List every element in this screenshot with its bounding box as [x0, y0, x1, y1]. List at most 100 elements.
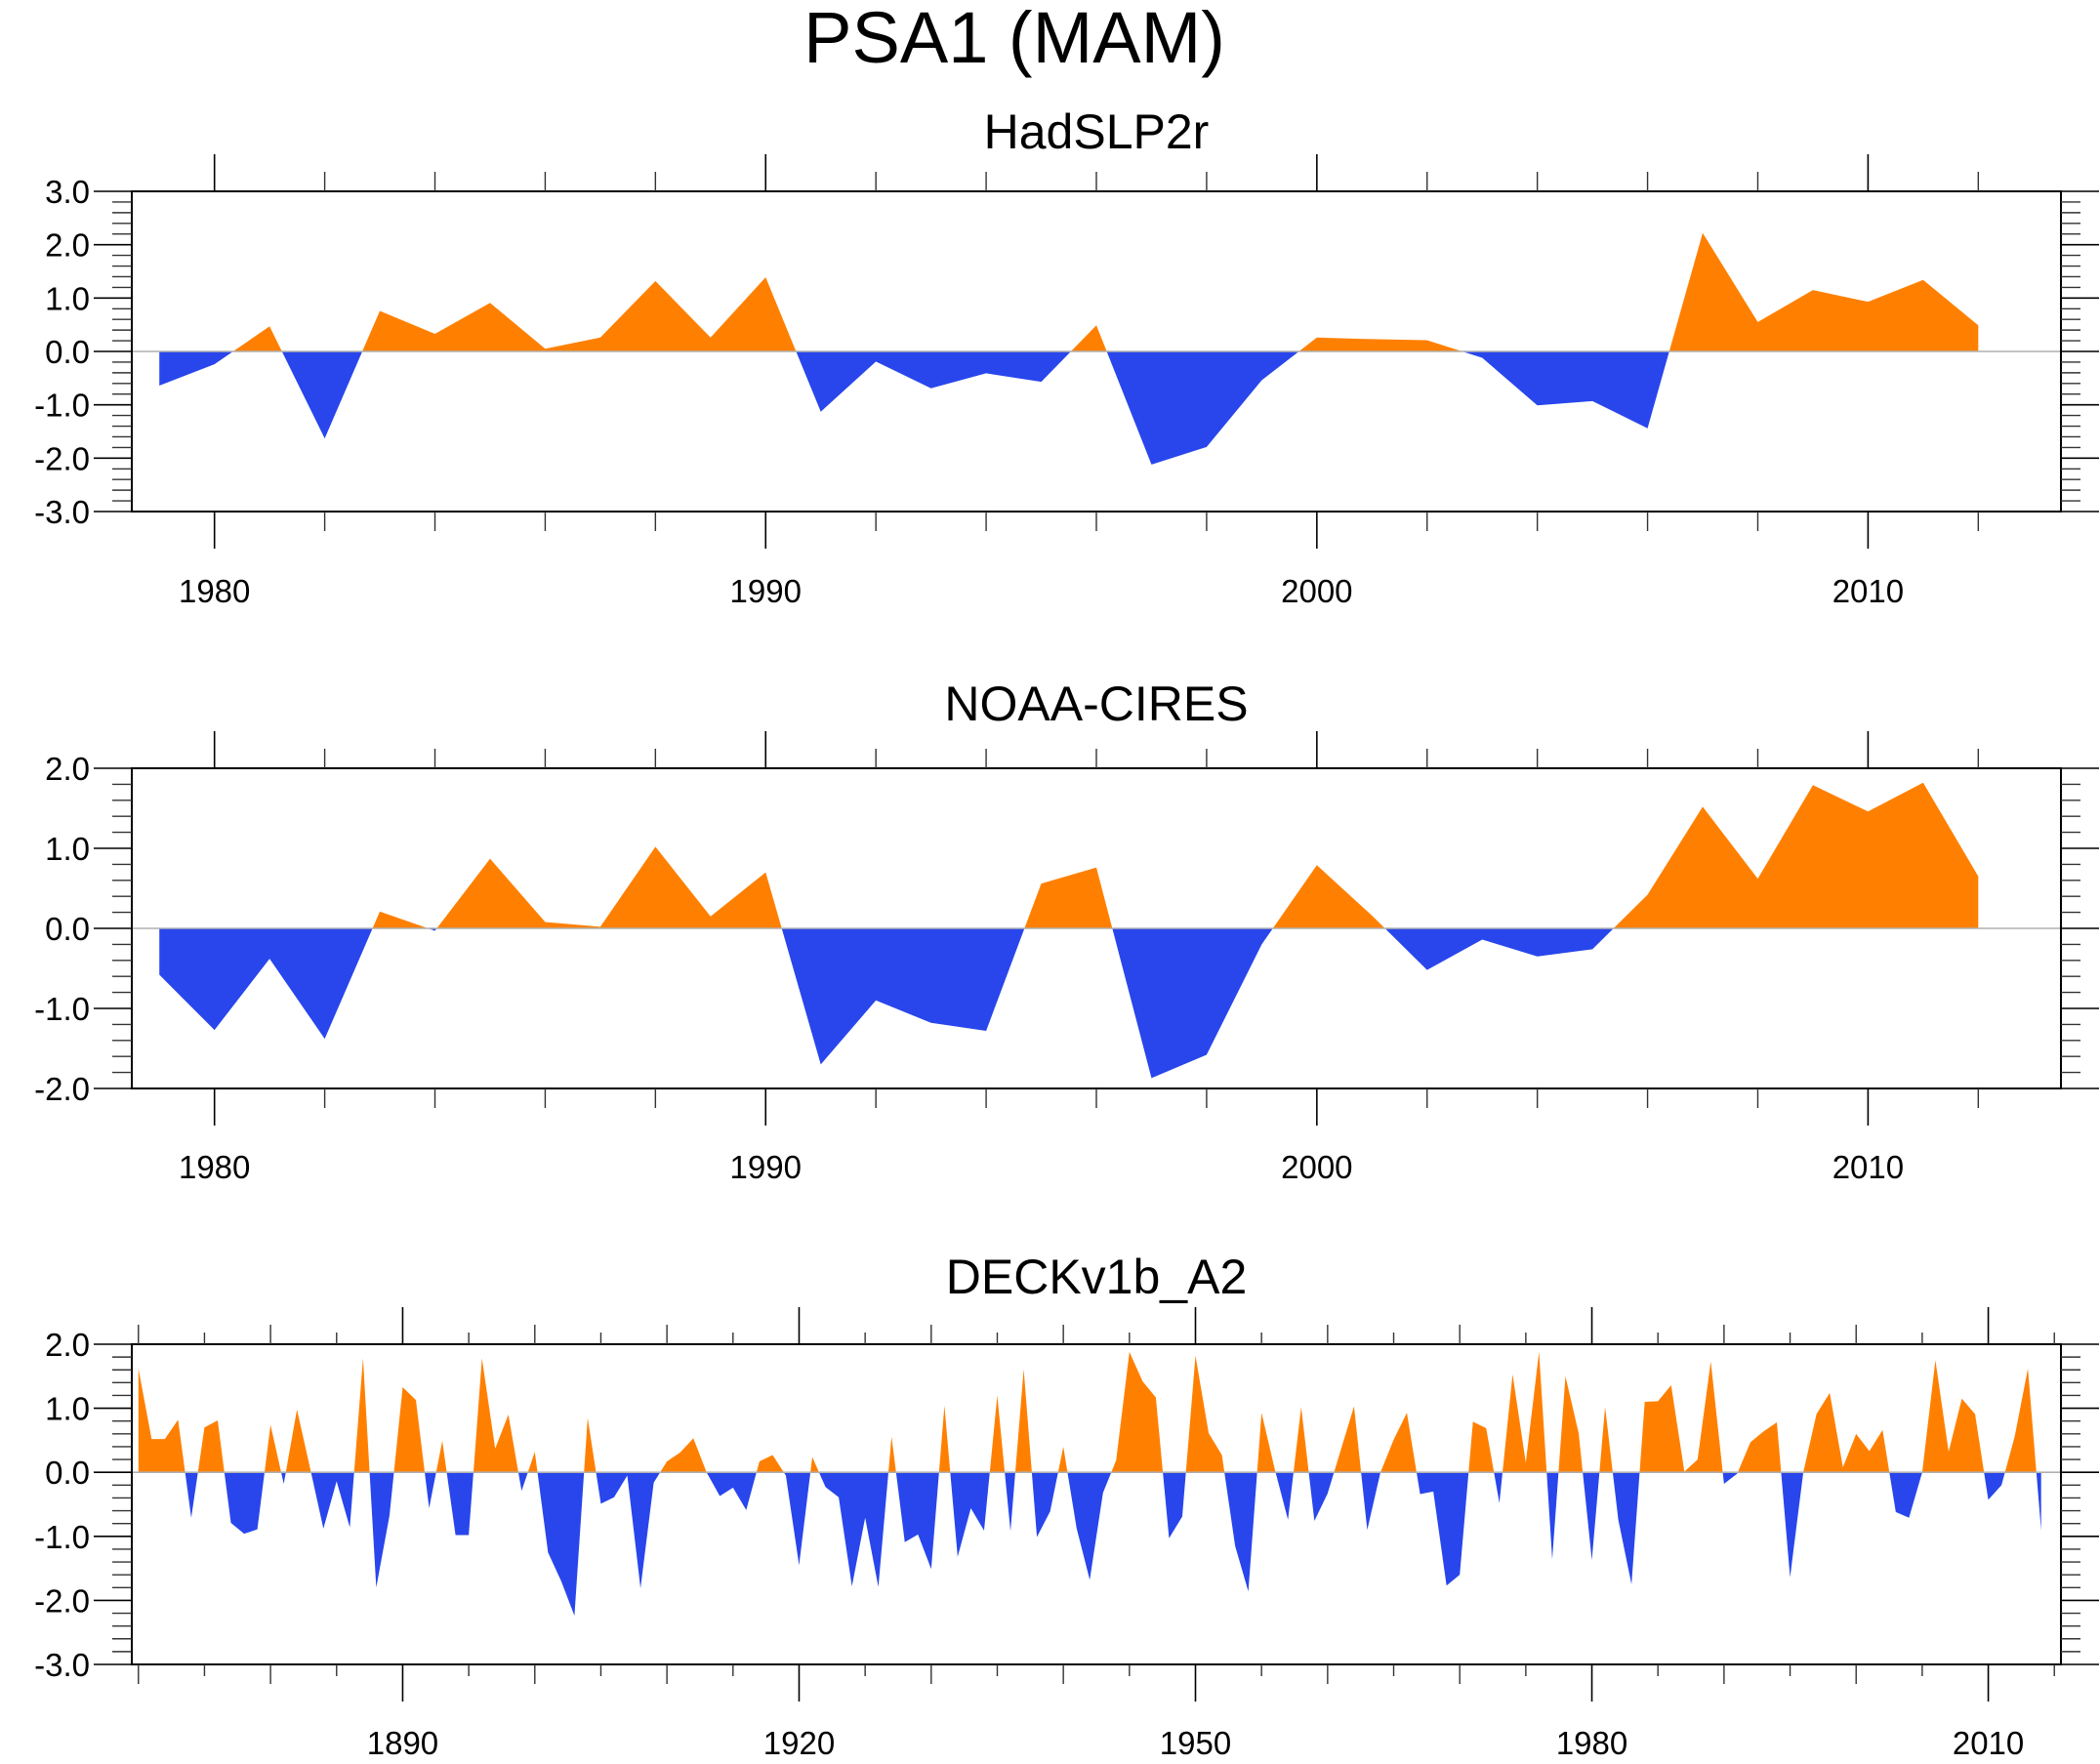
- negative-area: [1722, 1472, 1738, 1485]
- y-tick-label: -3.0: [34, 1647, 90, 1683]
- negative-area: [1163, 1472, 1186, 1538]
- negative-area: [1067, 1472, 1112, 1580]
- negative-area: [159, 928, 373, 1040]
- negative-area: [1612, 1472, 1640, 1584]
- positive-area: [435, 1441, 447, 1473]
- negative-area: [1494, 1472, 1503, 1503]
- x-tick-label: 1890: [367, 1725, 438, 1761]
- positive-area: [285, 1409, 311, 1473]
- negative-area: [1275, 1472, 1294, 1520]
- negative-area: [1462, 351, 1669, 429]
- x-tick-label: 1950: [1160, 1725, 1231, 1761]
- panel-title: HadSLP2r: [984, 104, 1210, 159]
- y-tick-label: 0.0: [45, 911, 90, 947]
- panel-title: NOAA-CIRES: [944, 677, 1248, 731]
- x-tick-label: 1990: [730, 573, 802, 609]
- negative-area: [517, 1472, 528, 1492]
- y-tick-label: -1.0: [34, 991, 90, 1027]
- positive-area: [989, 1395, 1006, 1473]
- positive-area: [1272, 865, 1385, 928]
- x-tick-label: 2000: [1281, 1149, 1352, 1185]
- y-tick-label: 2.0: [45, 1327, 90, 1363]
- positive-area: [1070, 325, 1107, 351]
- positive-area: [1668, 232, 1979, 351]
- figure-title: PSA1 (MAM): [803, 0, 1225, 78]
- y-tick-label: 3.0: [45, 174, 90, 210]
- negative-area: [224, 1472, 265, 1535]
- positive-area: [756, 1455, 784, 1473]
- negative-area: [1224, 1472, 1257, 1592]
- negative-area: [950, 1472, 990, 1557]
- negative-area: [2036, 1472, 2041, 1531]
- x-tick-label: 1980: [179, 1149, 250, 1185]
- y-tick-label: 0.0: [45, 1455, 90, 1491]
- x-tick-label: 2010: [1832, 1149, 1904, 1185]
- panel-deckv1b-a2: DECKv1b_A2 2.0 1.0 0.0 -1.0 -2.0 -3.0 1890 1920…: [34, 1250, 2099, 1761]
- positive-area: [1503, 1351, 1547, 1473]
- positive-area: [1613, 782, 1979, 928]
- x-tick-label: 2010: [1832, 573, 1904, 609]
- negative-area: [706, 1472, 757, 1510]
- x-tick-label: 2000: [1281, 573, 1352, 609]
- negative-area: [1583, 1472, 1600, 1561]
- positive-area: [938, 1405, 951, 1473]
- negative-area: [1984, 1472, 2005, 1500]
- y-tick-label: 2.0: [45, 751, 90, 787]
- positive-area: [1379, 1413, 1417, 1473]
- positive-area: [1057, 1446, 1068, 1473]
- positive-area: [197, 1420, 225, 1473]
- negative-area: [783, 1472, 811, 1566]
- negative-area: [596, 1472, 661, 1588]
- positive-area: [1111, 1351, 1164, 1473]
- negative-area: [185, 1472, 198, 1518]
- x-tick-label: 1980: [1556, 1725, 1627, 1761]
- negative-area: [281, 351, 363, 439]
- positive-area: [1558, 1375, 1584, 1473]
- positive-area: [1014, 1369, 1032, 1473]
- plot-frame: [131, 1343, 2062, 1665]
- negative-area: [537, 1472, 585, 1617]
- y-tick-label: -2.0: [34, 1071, 90, 1107]
- y-tick-label: -3.0: [34, 494, 90, 530]
- y-tick-label: 0.0: [45, 334, 90, 370]
- y-tick-label: 1.0: [45, 1391, 90, 1427]
- positive-area: [393, 1386, 426, 1473]
- x-tick-label: 2010: [1953, 1725, 2024, 1761]
- positive-area: [1334, 1406, 1362, 1473]
- y-tick-label: -1.0: [34, 1519, 90, 1555]
- negative-area: [818, 1472, 888, 1587]
- positive-area: [584, 1417, 597, 1473]
- positive-area: [1639, 1361, 1723, 1473]
- positive-area: [810, 1456, 819, 1473]
- negative-area: [1112, 928, 1273, 1079]
- negative-area: [310, 1472, 354, 1529]
- positive-area: [1298, 337, 1462, 351]
- positive-area: [372, 911, 429, 928]
- negative-area: [281, 1472, 286, 1485]
- negative-area: [796, 351, 1071, 412]
- positive-area: [1185, 1355, 1225, 1473]
- panel-title: DECKv1b_A2: [946, 1250, 1248, 1304]
- positive-area: [1024, 867, 1113, 928]
- positive-area: [660, 1438, 707, 1473]
- positive-area: [436, 846, 782, 928]
- negative-area: [1384, 928, 1614, 970]
- y-tick-label: 1.0: [45, 831, 90, 867]
- panel-noaa-cires: NOAA-CIRES 2.0 1.0 0.0 -1.0 -2.0 1980 1990 2000…: [34, 677, 2099, 1185]
- negative-area: [446, 1472, 474, 1536]
- panel-hadslp2r: HadSLP2r 3.0 2.0 1.0 0.0 -1.0 -2.0 -3.0 1980 199…: [34, 104, 2099, 609]
- y-tick-label: -1.0: [34, 388, 90, 424]
- y-tick-label: 1.0: [45, 280, 90, 316]
- negative-area: [1546, 1472, 1559, 1560]
- positive-area: [362, 277, 797, 351]
- negative-area: [159, 351, 233, 386]
- positive-area: [887, 1436, 896, 1473]
- negative-area: [1005, 1472, 1015, 1532]
- positive-area: [527, 1452, 538, 1473]
- y-tick-label: -2.0: [34, 1582, 90, 1619]
- x-tick-label: 1920: [763, 1725, 835, 1761]
- y-tick-label: 2.0: [45, 227, 90, 264]
- positive-area: [1921, 1360, 1985, 1473]
- negative-area: [781, 928, 1025, 1065]
